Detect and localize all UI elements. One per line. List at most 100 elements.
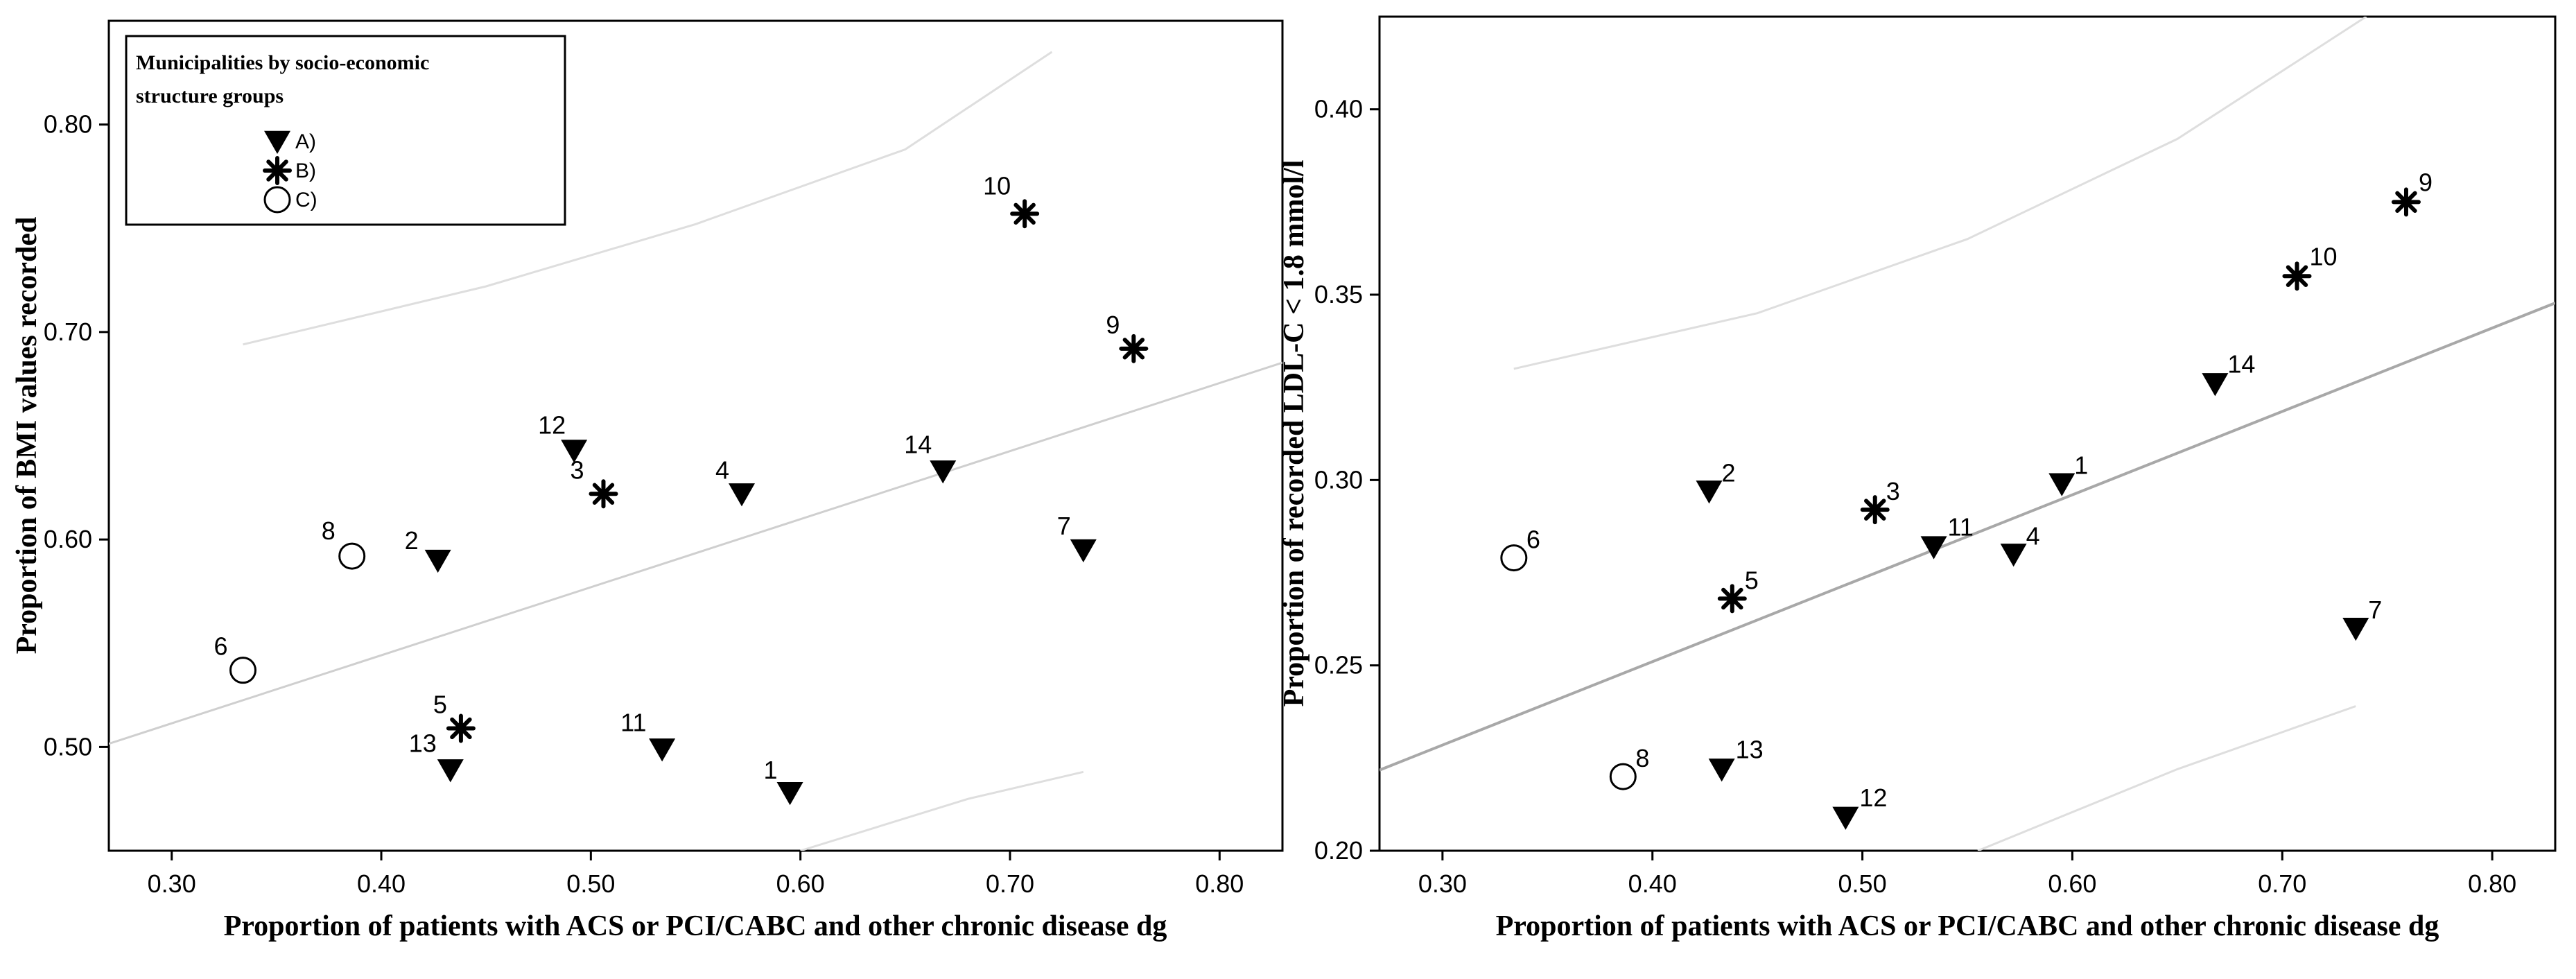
legend-label-c: C) xyxy=(295,189,317,211)
point-label-1: 1 xyxy=(764,756,778,784)
x-tick-label: 0.70 xyxy=(986,869,1034,898)
y-tick-label: 0.50 xyxy=(44,732,92,761)
data-point-14 xyxy=(2202,373,2229,397)
point-label-4: 4 xyxy=(2026,521,2040,550)
x-tick-label: 0.60 xyxy=(2048,869,2096,898)
x-axis-title: Proportion of patients with ACS or PCI/C… xyxy=(224,910,1167,942)
data-point-12 xyxy=(1832,806,1859,830)
data-point-11 xyxy=(649,738,676,762)
ci-lower-curve xyxy=(1977,705,2356,851)
data-point-13 xyxy=(1708,759,1735,782)
data-point-10 xyxy=(2282,261,2312,291)
x-tick-label: 0.80 xyxy=(1195,869,1244,898)
y-tick-label: 0.60 xyxy=(44,525,92,553)
point-label-13: 13 xyxy=(409,729,437,757)
data-point-11 xyxy=(1920,536,1947,560)
point-label-12: 12 xyxy=(1859,783,1887,812)
y-tick-label: 0.30 xyxy=(1314,465,1363,494)
x-tick-label: 0.70 xyxy=(2258,869,2306,898)
legend-label-a: A) xyxy=(295,130,316,153)
point-label-5: 5 xyxy=(1745,566,1759,594)
regression-line xyxy=(109,361,1282,745)
point-label-2: 2 xyxy=(1721,458,1735,487)
data-point-6 xyxy=(229,657,256,684)
point-label-8: 8 xyxy=(1635,744,1649,772)
legend-marker-c xyxy=(263,186,291,214)
point-label-5: 5 xyxy=(433,690,447,718)
legend-marker-b xyxy=(263,156,292,185)
point-label-8: 8 xyxy=(322,517,336,545)
point-label-3: 3 xyxy=(570,456,584,484)
y-tick-label: 0.70 xyxy=(44,318,92,346)
data-point-4 xyxy=(729,483,756,507)
x-tick-label: 0.40 xyxy=(357,869,406,898)
x-axis-title: Proportion of patients with ACS or PCI/C… xyxy=(1496,910,2439,942)
plot-area xyxy=(109,51,1282,851)
data-point-5 xyxy=(1717,584,1747,614)
plot-frame xyxy=(1378,15,2557,852)
data-point-2 xyxy=(1696,480,1723,504)
x-tick-label: 0.30 xyxy=(148,869,196,898)
y-tick-label: 0.35 xyxy=(1314,280,1363,309)
point-label-3: 3 xyxy=(1886,477,1900,505)
data-point-5 xyxy=(446,713,476,743)
data-point-6 xyxy=(1500,544,1528,572)
data-point-4 xyxy=(2000,544,2027,567)
data-point-9 xyxy=(2391,187,2421,217)
regression-line xyxy=(1380,302,2555,772)
point-label-1: 1 xyxy=(2074,451,2088,480)
ci-upper-curve xyxy=(243,51,1053,346)
data-point-13 xyxy=(437,759,464,783)
data-point-14 xyxy=(930,460,957,484)
point-label-9: 9 xyxy=(1106,311,1120,339)
data-point-12 xyxy=(561,440,588,463)
point-label-11: 11 xyxy=(620,708,646,736)
point-label-6: 6 xyxy=(214,632,227,661)
plot-area xyxy=(1380,17,2555,851)
y-tick-label: 0.20 xyxy=(1314,836,1363,865)
y-tick-label: 0.40 xyxy=(1314,95,1363,123)
ci-upper-curve xyxy=(1513,17,2367,370)
data-point-1 xyxy=(776,782,803,806)
legend-marker-a xyxy=(264,130,290,155)
point-label-14: 14 xyxy=(904,430,932,458)
ci-lower-curve xyxy=(800,770,1084,851)
point-label-10: 10 xyxy=(2309,242,2337,270)
x-tick-label: 0.60 xyxy=(776,869,825,898)
point-label-11: 11 xyxy=(1948,513,1974,542)
data-point-7 xyxy=(1070,539,1097,563)
point-label-7: 7 xyxy=(1057,512,1071,540)
data-point-9 xyxy=(1119,333,1149,363)
y-tick-label: 0.25 xyxy=(1314,651,1363,679)
point-label-2: 2 xyxy=(405,526,419,555)
legend: Municipalities by socio-economic structur… xyxy=(125,35,566,226)
chart-bmi: 0.30 0.40 0.50 0.60 0.70 0.80 0.50 0.60 0.70 0.80… xyxy=(11,19,1284,942)
point-label-7: 7 xyxy=(2368,596,2382,624)
x-tick-label: 0.40 xyxy=(1628,869,1677,898)
data-point-7 xyxy=(2342,618,2369,641)
x-tick-label: 0.30 xyxy=(1418,869,1467,898)
point-label-14: 14 xyxy=(2227,349,2255,378)
point-label-10: 10 xyxy=(983,171,1011,200)
legend-box xyxy=(125,35,566,226)
chart-ldl: 0.30 0.40 0.50 0.60 0.70 0.80 0.20 0.25 0.30 0.35… xyxy=(1278,15,2557,942)
point-label-13: 13 xyxy=(1736,735,1764,763)
x-tick-label: 0.80 xyxy=(2468,869,2516,898)
point-label-4: 4 xyxy=(715,456,729,484)
y-axis-title: Proportion of BMI values recorded xyxy=(11,217,43,655)
point-label-6: 6 xyxy=(1526,526,1540,554)
legend-label-b: B) xyxy=(295,159,316,182)
point-label-12: 12 xyxy=(538,410,566,439)
x-tick-label: 0.50 xyxy=(1838,869,1887,898)
data-point-3 xyxy=(1860,495,1890,525)
plot-frame xyxy=(107,19,1284,852)
point-label-9: 9 xyxy=(2419,168,2433,196)
data-point-8 xyxy=(1609,763,1637,790)
y-tick-label: 0.80 xyxy=(44,110,92,139)
legend-title: structure groups xyxy=(136,85,284,107)
y-axis-title: Proportion of recorded LDL-C < 1.8 mmol/… xyxy=(1278,160,1310,707)
x-tick-label: 0.50 xyxy=(566,869,615,898)
data-point-2 xyxy=(424,549,451,573)
data-point-1 xyxy=(2048,473,2075,496)
